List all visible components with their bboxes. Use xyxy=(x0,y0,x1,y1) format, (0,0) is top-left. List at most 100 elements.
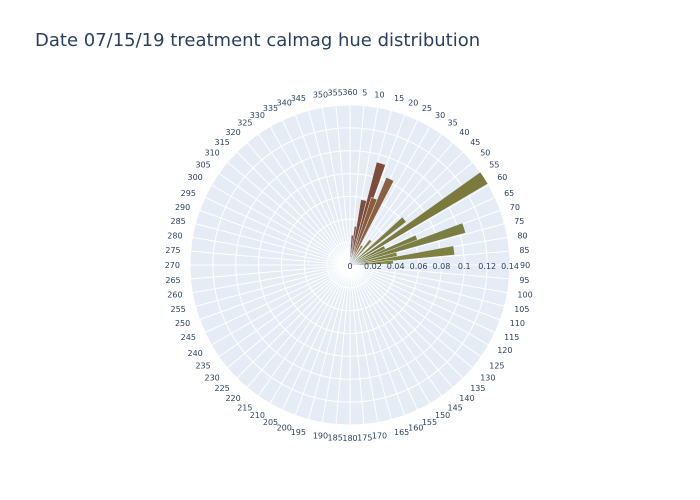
angular-grid-line xyxy=(211,184,351,266)
angular-tick-label: 335 xyxy=(263,104,278,113)
angular-tick-label: 60 xyxy=(497,173,507,182)
angular-grid-line xyxy=(218,264,351,358)
angular-grid-line xyxy=(236,264,351,379)
radial-grid-ring xyxy=(235,150,465,380)
angular-grid-line xyxy=(204,196,351,266)
angular-tick-label: 255 xyxy=(171,305,186,314)
angular-tick-label: 70 xyxy=(510,203,520,212)
angular-tick-label: 115 xyxy=(504,333,519,342)
angular-tick-label: 30 xyxy=(435,111,445,120)
hue-bar xyxy=(349,259,394,266)
angular-grid-line xyxy=(190,250,351,266)
angular-grid-line xyxy=(335,264,351,425)
angular-tick-label: 80 xyxy=(517,231,527,240)
radial-tick-label: 0.04 xyxy=(387,262,405,271)
angular-tick-label: 300 xyxy=(187,173,202,182)
angular-grid-line xyxy=(192,236,351,266)
angular-grid-line xyxy=(227,264,351,369)
angular-grid-line xyxy=(218,172,351,266)
angular-grid-line xyxy=(199,264,351,321)
angular-tick-label: 225 xyxy=(215,384,230,393)
angular-tick-label: 150 xyxy=(435,411,450,420)
angular-grid-line xyxy=(349,264,365,425)
angular-tick-label: 110 xyxy=(510,319,525,328)
angular-tick-label: 165 xyxy=(394,428,409,437)
angular-tick-label: 85 xyxy=(519,246,529,255)
angular-grid-line xyxy=(204,264,351,334)
angular-grid-line xyxy=(246,142,351,266)
angular-tick-label: 295 xyxy=(181,189,196,198)
angular-grid-line xyxy=(349,264,379,423)
radial-grid-ring xyxy=(189,104,511,426)
angular-tick-label: 275 xyxy=(165,246,180,255)
angular-tick-label: 175 xyxy=(357,433,372,442)
hue-bar xyxy=(349,244,364,266)
angular-grid-line xyxy=(349,264,508,294)
radial-tick-label: 0 xyxy=(347,262,352,271)
angular-grid-line xyxy=(227,161,351,266)
angular-tick-label: 240 xyxy=(187,349,202,358)
angular-tick-label: 35 xyxy=(448,119,458,128)
angular-grid-line xyxy=(308,110,351,266)
angular-grid-line xyxy=(321,107,351,266)
angular-grid-line xyxy=(281,264,351,411)
angular-grid-line xyxy=(257,264,351,397)
angular-grid-line xyxy=(308,264,351,420)
angular-tick-label: 230 xyxy=(204,373,219,382)
radial-tick-label: 0.02 xyxy=(364,262,382,271)
angular-grid-line xyxy=(349,264,419,411)
angular-tick-label: 195 xyxy=(291,428,306,437)
angular-tick-label: 290 xyxy=(175,203,190,212)
radial-ticks: 0 0.02 0.04 0.06 0.08 0.1 0.12 0.14 xyxy=(347,262,518,271)
hue-bar xyxy=(349,239,372,266)
angular-grid-line xyxy=(281,119,351,266)
angular-tick-label: 10 xyxy=(374,91,384,100)
radial-tick-label: 0.06 xyxy=(410,262,428,271)
angular-tick-label: 360 xyxy=(342,88,357,97)
angular-tick-label: 125 xyxy=(489,362,504,371)
radial-grid-ring xyxy=(280,195,420,335)
radial-grid-ring xyxy=(258,173,442,357)
angular-tick-label: 50 xyxy=(480,149,490,158)
angular-grid-line xyxy=(269,264,351,404)
angular-tick-label: 100 xyxy=(517,291,532,300)
angular-grid-line xyxy=(349,264,454,388)
chart-title: Date 07/15/19 treatment calmag hue distr… xyxy=(35,30,481,51)
angular-tick-label: 40 xyxy=(459,128,469,137)
angular-grid-line xyxy=(349,264,505,307)
angular-tick-label: 325 xyxy=(237,119,252,128)
angular-grid-line xyxy=(349,151,464,266)
angular-grid-line xyxy=(236,151,351,266)
angular-tick-label: 180 xyxy=(342,434,357,443)
radial-grid-ring xyxy=(212,127,488,403)
angular-tick-label: 310 xyxy=(204,149,219,158)
angular-grid-line xyxy=(246,264,351,388)
angular-tick-label: 105 xyxy=(514,305,529,314)
angular-tick-label: 155 xyxy=(422,418,437,427)
angular-tick-label: 270 xyxy=(165,261,180,270)
radial-tick-label: 0.1 xyxy=(458,262,471,271)
angular-grid-line xyxy=(349,264,482,358)
angular-tick-label: 160 xyxy=(408,424,423,433)
angular-tick-label: 345 xyxy=(291,94,306,103)
angular-tick-label: 215 xyxy=(237,403,252,412)
angular-grid-line xyxy=(349,264,489,346)
angular-tick-label: 355 xyxy=(328,89,343,98)
angular-grid-line xyxy=(349,264,496,334)
angular-tick-label: 285 xyxy=(171,217,186,226)
radial-tick-label: 0.14 xyxy=(501,262,519,271)
angular-tick-label: 55 xyxy=(489,160,499,169)
hue-bar xyxy=(349,245,455,266)
angular-tick-label: 340 xyxy=(277,98,292,107)
angular-tick-label: 245 xyxy=(181,333,196,342)
angular-tick-label: 205 xyxy=(263,418,278,427)
radial-grid-ring xyxy=(326,241,374,289)
angular-tick-label: 130 xyxy=(480,373,495,382)
angular-tick-label: 95 xyxy=(519,276,529,285)
angular-tick-label: 45 xyxy=(470,138,480,147)
angular-grid-line xyxy=(257,133,351,266)
angular-tick-label: 75 xyxy=(514,217,524,226)
angular-grid-line xyxy=(335,105,351,266)
angular-tick-label: 280 xyxy=(167,231,182,240)
